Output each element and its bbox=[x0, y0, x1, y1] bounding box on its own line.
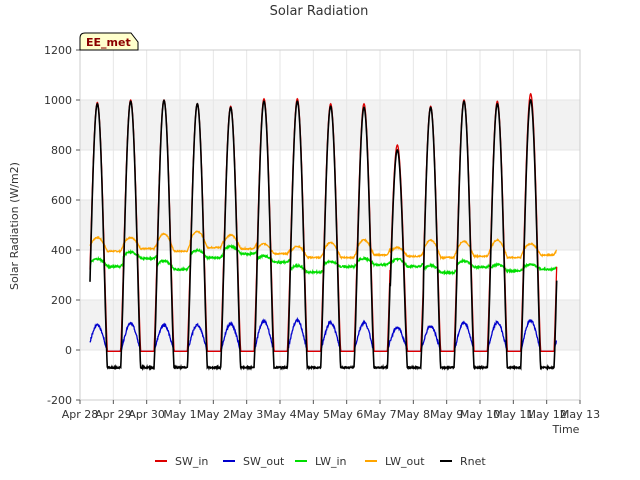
x-tick-label: May 11 bbox=[493, 408, 533, 421]
y-axis-title: Solar Radiation (W/m2) bbox=[8, 162, 21, 290]
series-lines bbox=[89, 92, 558, 372]
x-tick-label: May 9 bbox=[430, 408, 463, 421]
y-axis-ticks: -200 0 200 400 600 800 1000 1200 bbox=[44, 44, 80, 407]
x-tick-label: May 8 bbox=[397, 408, 430, 421]
y-tick-label: 200 bbox=[51, 294, 72, 307]
plot-band bbox=[80, 150, 580, 200]
y-tick-label: 1000 bbox=[44, 94, 72, 107]
legend: SW_in SW_out LW_in LW_out Rnet bbox=[155, 455, 486, 468]
station-badge: EE_met bbox=[79, 32, 139, 51]
x-tick-label: May 5 bbox=[297, 408, 330, 421]
plot-band bbox=[80, 250, 580, 300]
plot-band bbox=[80, 50, 580, 100]
plot-band bbox=[80, 350, 580, 400]
x-tick-label: May 10 bbox=[460, 408, 500, 421]
y-tick-label: 400 bbox=[51, 244, 72, 257]
x-axis-title: Time bbox=[552, 423, 580, 436]
legend-label: LW_in bbox=[315, 455, 347, 468]
x-tick-label: May 1 bbox=[163, 408, 196, 421]
x-tick-label: May 6 bbox=[330, 408, 363, 421]
plot-frame bbox=[79, 49, 581, 401]
x-tick-label: Apr 28 bbox=[62, 408, 99, 421]
plot-band bbox=[80, 200, 580, 250]
station-label: EE_met bbox=[86, 36, 131, 49]
y-tick-label: 800 bbox=[51, 144, 72, 157]
y-tick-label: -200 bbox=[47, 394, 72, 407]
x-tick-label: May 2 bbox=[197, 408, 230, 421]
plot-background-bands bbox=[80, 50, 580, 400]
x-tick-label: May 4 bbox=[263, 408, 296, 421]
y-tick-label: 0 bbox=[65, 344, 72, 357]
station-badge-shape bbox=[79, 32, 139, 51]
x-tick-label: May 13 bbox=[560, 408, 600, 421]
y-tick-label: 1200 bbox=[44, 44, 72, 57]
x-tick-label: Apr 29 bbox=[95, 408, 132, 421]
x-tick-label: Apr 30 bbox=[128, 408, 165, 421]
legend-label: SW_in bbox=[175, 455, 208, 468]
x-tick-label: May 3 bbox=[230, 408, 263, 421]
legend-label: LW_out bbox=[385, 455, 425, 468]
legend-label: Rnet bbox=[460, 455, 486, 468]
y-tick-label: 600 bbox=[51, 194, 72, 207]
chart-title: Solar Radiation bbox=[270, 4, 369, 19]
legend-label: SW_out bbox=[243, 455, 285, 468]
x-tick-label: May 12 bbox=[527, 408, 567, 421]
x-tick-label: May 7 bbox=[363, 408, 396, 421]
series-line-rnet bbox=[89, 98, 558, 372]
